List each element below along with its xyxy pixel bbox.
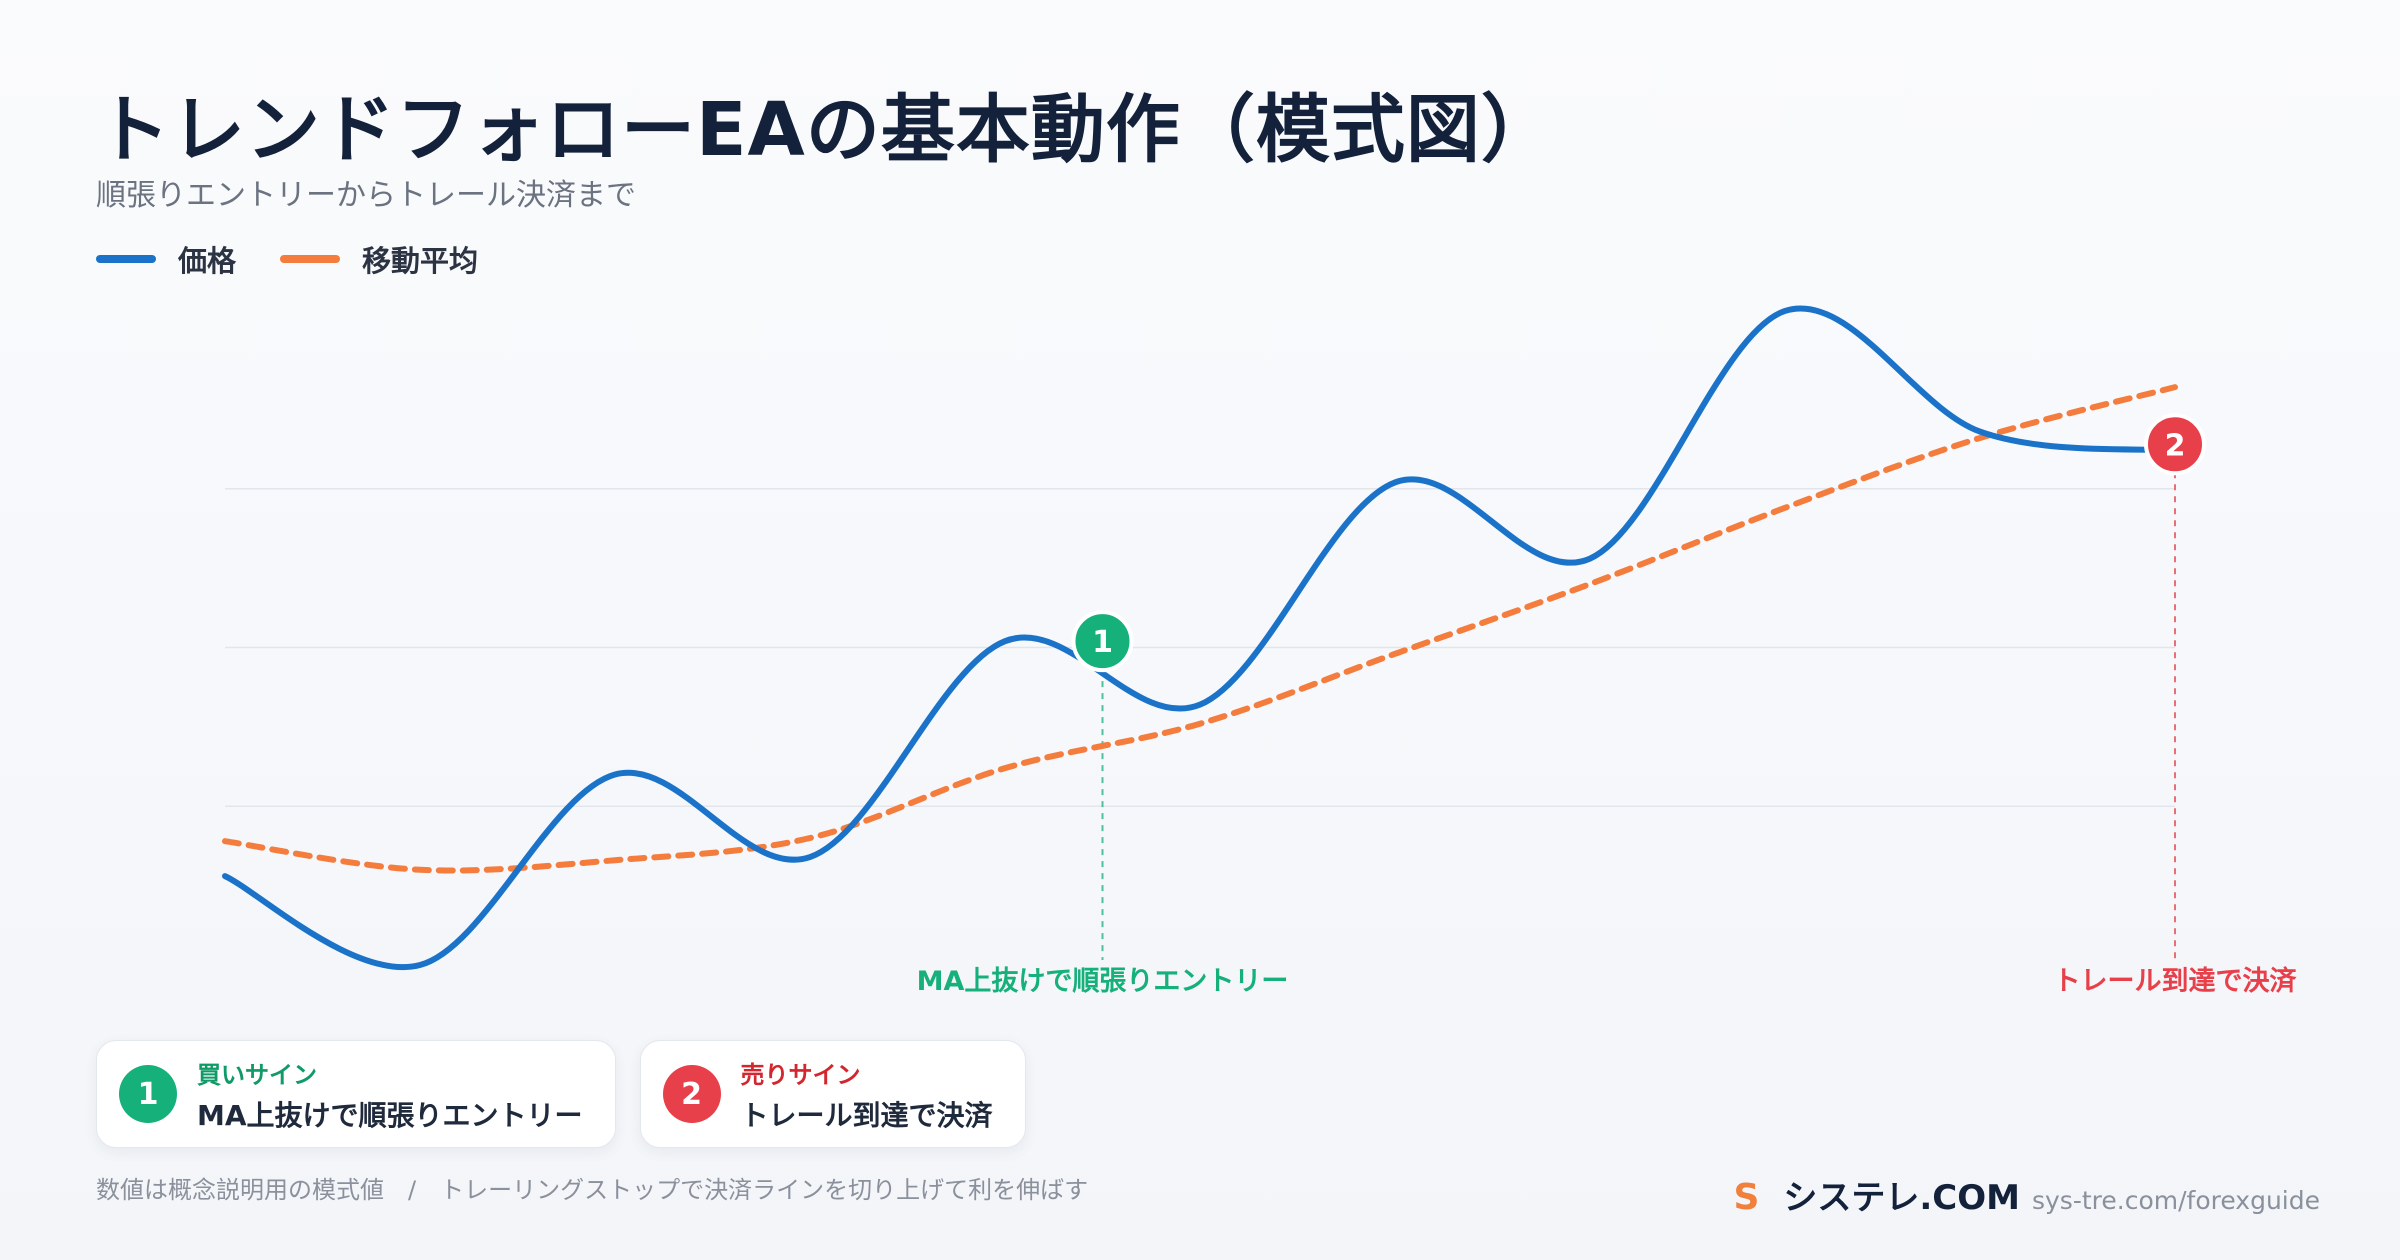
annotation-lines bbox=[1101, 472, 2176, 960]
page-subtitle: 順張りエントリーからトレール決済まで bbox=[96, 178, 636, 213]
legend-swatch-ma bbox=[280, 255, 341, 263]
legend-label-ma: 移動平均 bbox=[362, 244, 479, 278]
buy-signal-title: 買いサイン bbox=[197, 1060, 317, 1089]
brand-url: sys-tre.com/forexguide bbox=[2031, 1186, 2320, 1215]
brand-logo-icon: S bbox=[1733, 1177, 1760, 1218]
brand: S システレ.COM sys-tre.com/forexguide bbox=[1733, 1170, 2320, 1219]
sell-signal-text: 売りサイン トレール到達で決済 bbox=[741, 1055, 993, 1134]
sell-signal-title: 売りサイン bbox=[740, 1060, 861, 1089]
brand-name: システレ.COM bbox=[1783, 1178, 2020, 1218]
buy-signal-badge: 1 bbox=[119, 1065, 177, 1123]
signal-cards: 1 買いサイン MA上抜けで順張りエントリー 2 売りサイン トレール到達で決済 bbox=[96, 1040, 1026, 1148]
annotation-number-1: 1 bbox=[1092, 625, 1113, 660]
sell-signal-desc: トレール到達で決済 bbox=[740, 1098, 993, 1132]
legend-label-price: 価格 bbox=[178, 244, 237, 278]
buy-signal-text: 買いサイン MA上抜けで順張りエントリー bbox=[197, 1055, 583, 1134]
annotation-labels: MA上抜けで順張りエントリー トレール到達で決済 bbox=[917, 965, 2298, 997]
buy-signal-card: 1 買いサイン MA上抜けで順張りエントリー bbox=[96, 1040, 616, 1148]
legend-item-ma: 移動平均 bbox=[280, 238, 478, 280]
annotation-marker-2 bbox=[2144, 413, 2206, 476]
annotation-number-2: 2 bbox=[2165, 428, 2186, 463]
annotation-label-1: MA上抜けで順張りエントリー bbox=[917, 966, 1289, 997]
series-layer bbox=[222, 305, 2178, 970]
annotation-marker-1 bbox=[1071, 610, 1134, 673]
legend-item-price: 価格 bbox=[96, 238, 236, 280]
price-line bbox=[222, 305, 2178, 970]
annotation-label-2: トレール到達で決済 bbox=[2054, 965, 2298, 997]
sell-signal-card: 2 売りサイン トレール到達で決済 bbox=[639, 1040, 1026, 1148]
page-title: トレンドフォローEAの基本動作（模式図） bbox=[96, 87, 1556, 173]
legend-swatch-price bbox=[96, 255, 156, 263]
moving-average-line bbox=[222, 384, 2178, 874]
chart-legend: 価格 移動平均 bbox=[96, 238, 478, 280]
annotation-markers: 12 bbox=[1071, 413, 2206, 673]
footnote-description: トレーリングストップで決済ラインを切り上げて利を伸ばす bbox=[440, 1176, 1089, 1204]
chart-grid bbox=[225, 488, 2175, 807]
footnote-separator: / bbox=[408, 1176, 417, 1204]
footnote: 数値は概念説明用の模式値 / トレーリングストップで決済ラインを切り上げて利を伸ばす bbox=[96, 1170, 1088, 1205]
footnote-disclaimer: 数値は概念説明用の模式値 bbox=[96, 1176, 384, 1204]
buy-signal-desc: MA上抜けで順張りエントリー bbox=[197, 1098, 583, 1132]
sell-signal-badge: 2 bbox=[662, 1065, 721, 1123]
